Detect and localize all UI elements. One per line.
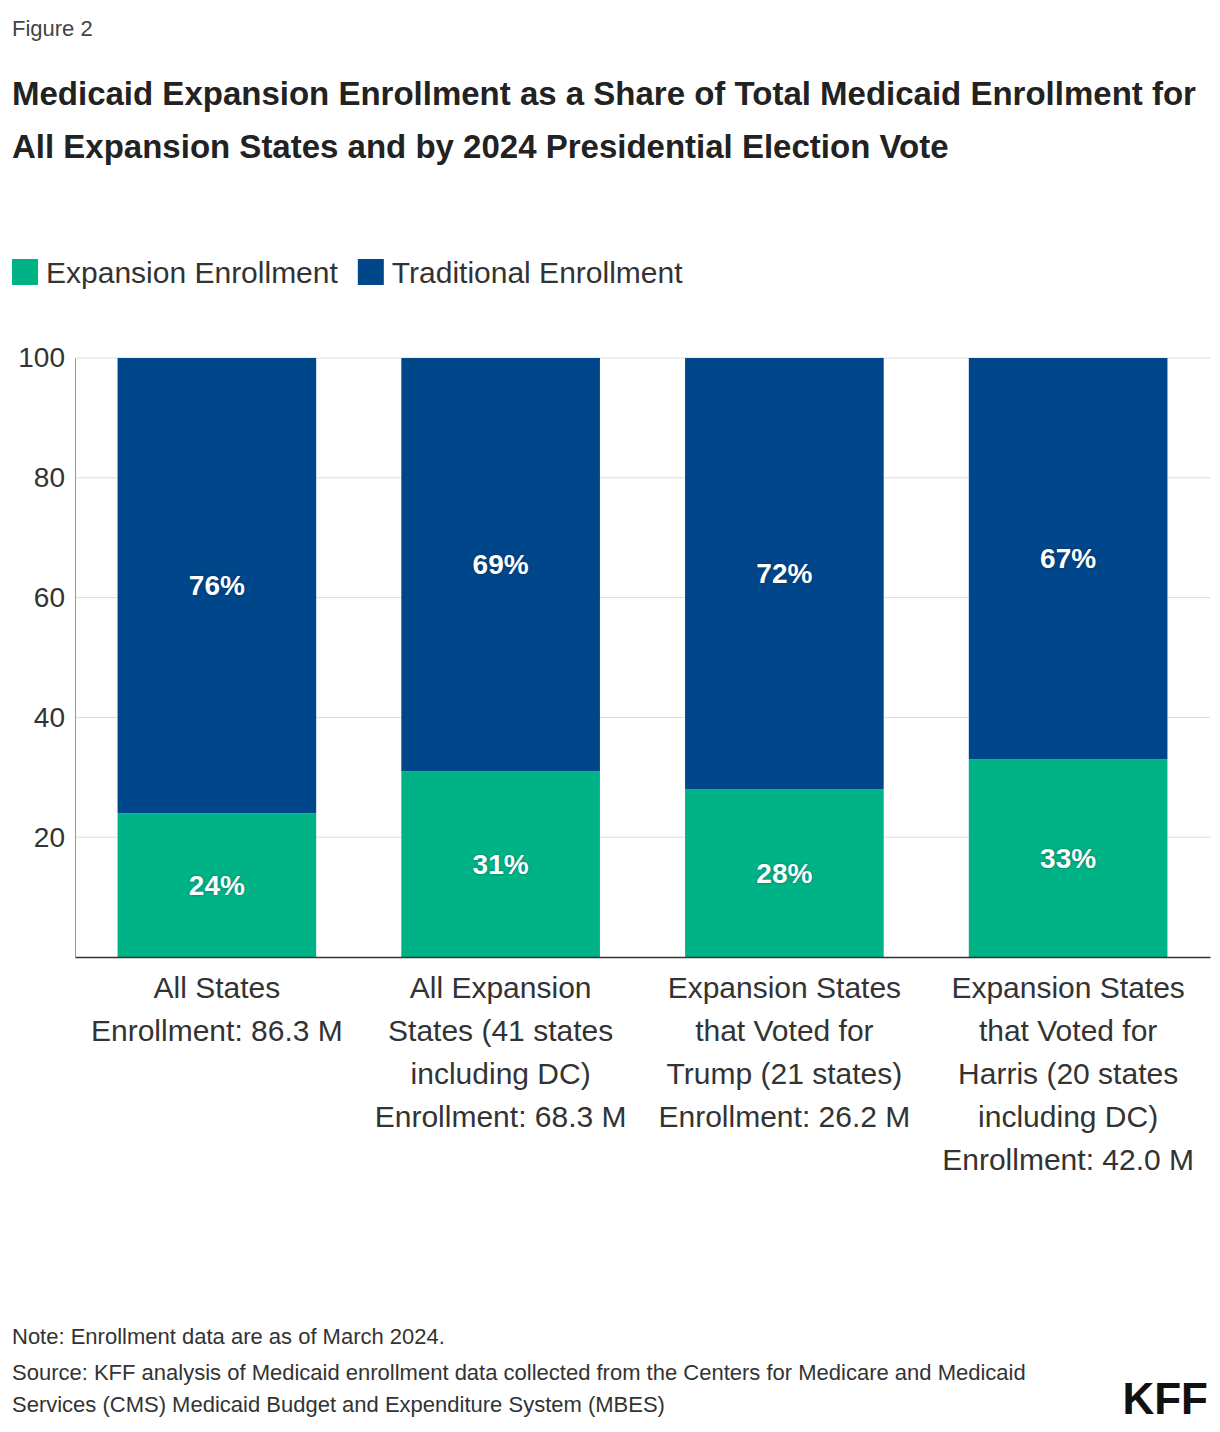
bar-segment	[401, 358, 600, 771]
y-tick: 60	[34, 582, 75, 613]
text-line: that Voted for	[979, 1014, 1157, 1047]
text-line: All Expansion States and by 2024 Preside…	[12, 128, 949, 165]
x-tick: Expansion States that Voted for Trump (21 …	[658, 957, 910, 1133]
y-axis-line	[75, 359, 76, 958]
figure-label: Figure 2	[12, 16, 93, 41]
text-line: Enrollment: 26.2 M	[658, 1100, 910, 1133]
x-tick-label: Expansion States that Voted for Harris (20…	[942, 971, 1194, 1176]
text-line: including DC)	[978, 1100, 1158, 1133]
y-axis: 20 40 60 80 100	[18, 342, 75, 957]
data-label: 33%	[1040, 843, 1096, 874]
y-tick: 40	[34, 702, 75, 733]
bar-segment	[118, 813, 317, 957]
text-line: Enrollment: 86.3 M	[91, 1014, 343, 1047]
text-line: All Expansion	[410, 971, 592, 1004]
text-line: Enrollment: 42.0 M	[942, 1143, 1194, 1176]
y-tick-label: 80	[34, 462, 65, 493]
x-tick-label: Expansion States that Voted for Trump (21 …	[658, 971, 910, 1133]
legend-swatch	[12, 259, 38, 285]
y-tick-label: 20	[34, 822, 65, 853]
bar-segment	[118, 358, 317, 813]
data-label: 24%	[189, 870, 245, 901]
data-label: 76%	[189, 570, 245, 601]
text-line: States (41 states	[388, 1014, 613, 1047]
text-line: that Voted for	[695, 1014, 873, 1047]
x-tick: Expansion States that Voted for Harris (20…	[942, 957, 1194, 1176]
y-tick-label: 60	[34, 582, 65, 613]
y-tick-label: 40	[34, 702, 65, 733]
bars	[118, 358, 1168, 957]
text-line: Source: KFF analysis of Medicaid enrollm…	[12, 1360, 1026, 1385]
x-axis-line	[76, 957, 1211, 959]
legend-item: Expansion Enrollment	[12, 256, 338, 289]
text-line: including DC)	[411, 1057, 591, 1090]
text-line: Trump (21 states)	[667, 1057, 903, 1090]
x-tick-label: All Expansion States (41 states including …	[375, 971, 627, 1133]
legend-label: Expansion Enrollment	[46, 256, 338, 289]
x-axis: All States Enrollment: 86.3 M All Expansio…	[76, 957, 1211, 1176]
legend-item: Traditional Enrollment	[358, 256, 683, 289]
y-tick: 80	[34, 462, 75, 493]
text-line: Enrollment: 68.3 M	[375, 1100, 627, 1133]
text-line: Harris (20 states	[958, 1057, 1178, 1090]
logo: KFF	[1122, 1374, 1208, 1423]
source: Source: KFF analysis of Medicaid enrollm…	[12, 1360, 1026, 1417]
bar-segment	[969, 358, 1168, 759]
y-tick: 20	[34, 822, 75, 853]
note: Note: Enrollment data are as of March 20…	[12, 1324, 445, 1349]
data-label: 31%	[473, 849, 529, 880]
bar-segment	[401, 771, 600, 957]
title: Medicaid Expansion Enrollment as a Share…	[12, 75, 1196, 165]
legend-label: Traditional Enrollment	[392, 256, 683, 289]
y-tick: 100	[18, 342, 75, 373]
bar-segment	[685, 358, 884, 789]
data-label: 72%	[756, 558, 812, 589]
text-line: Medicaid Expansion Enrollment as a Share…	[12, 75, 1196, 112]
data-label: 69%	[473, 549, 529, 580]
text-line: Expansion States	[951, 971, 1184, 1004]
legend: Expansion Enrollment Traditional Enrollme…	[12, 256, 683, 289]
bar-segment	[969, 759, 1168, 957]
data-label: 67%	[1040, 543, 1096, 574]
text-line: Services (CMS) Medicaid Budget and Expen…	[12, 1392, 665, 1417]
y-tick-label: 100	[18, 342, 65, 373]
data-labels: 24% 31% 28% 33% 76% 69% 72% 67%	[189, 543, 1096, 900]
x-tick-label: All States Enrollment: 86.3 M	[91, 971, 343, 1047]
chart: Figure 2 Medicaid Expansion Enrollment as…	[0, 0, 1220, 1432]
x-tick: All Expansion States (41 states including …	[375, 957, 627, 1133]
data-label: 28%	[756, 858, 812, 889]
bar-segment	[685, 789, 884, 957]
x-tick: All States Enrollment: 86.3 M	[91, 957, 343, 1047]
legend-swatch	[358, 259, 384, 285]
text-line: All States	[154, 971, 281, 1004]
text-line: Expansion States	[668, 971, 901, 1004]
